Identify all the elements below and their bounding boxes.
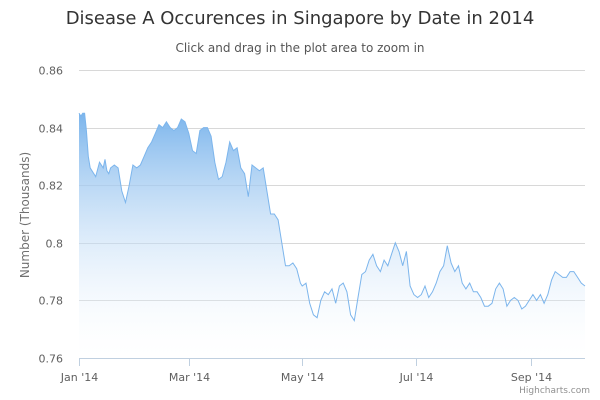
- plot-area[interactable]: [78, 112, 586, 358]
- y-axis-ticks: 0.76 0.78 0.8 0.82 0.84 0.86: [39, 65, 64, 366]
- y-tick-label: 0.82: [39, 180, 64, 193]
- x-tick-label: Jan '14: [60, 371, 98, 384]
- x-tick-label: Jul '14: [399, 371, 434, 384]
- chart-title: Disease A Occurences in Singapore by Dat…: [66, 8, 535, 29]
- y-tick-label: 0.86: [39, 65, 64, 78]
- y-tick-label: 0.78: [39, 295, 64, 308]
- chart-subtitle: Click and drag in the plot area to zoom …: [175, 41, 424, 55]
- x-tick-label: Sep '14: [511, 371, 552, 384]
- x-tick-label: Mar '14: [169, 371, 210, 384]
- series-area-fill: [79, 113, 585, 358]
- x-axis-ticks: Jan '14 Mar '14 May '14 Jul '14 Sep '14: [60, 358, 552, 384]
- y-axis-title: Number (Thousands): [18, 152, 32, 278]
- credits-link[interactable]: Highcharts.com: [519, 386, 590, 396]
- series-line[interactable]: [78, 112, 586, 322]
- y-tick-label: 0.8: [46, 238, 64, 251]
- x-tick-label: May '14: [281, 371, 324, 384]
- y-tick-label: 0.76: [39, 353, 64, 366]
- y-tick-label: 0.84: [39, 123, 64, 136]
